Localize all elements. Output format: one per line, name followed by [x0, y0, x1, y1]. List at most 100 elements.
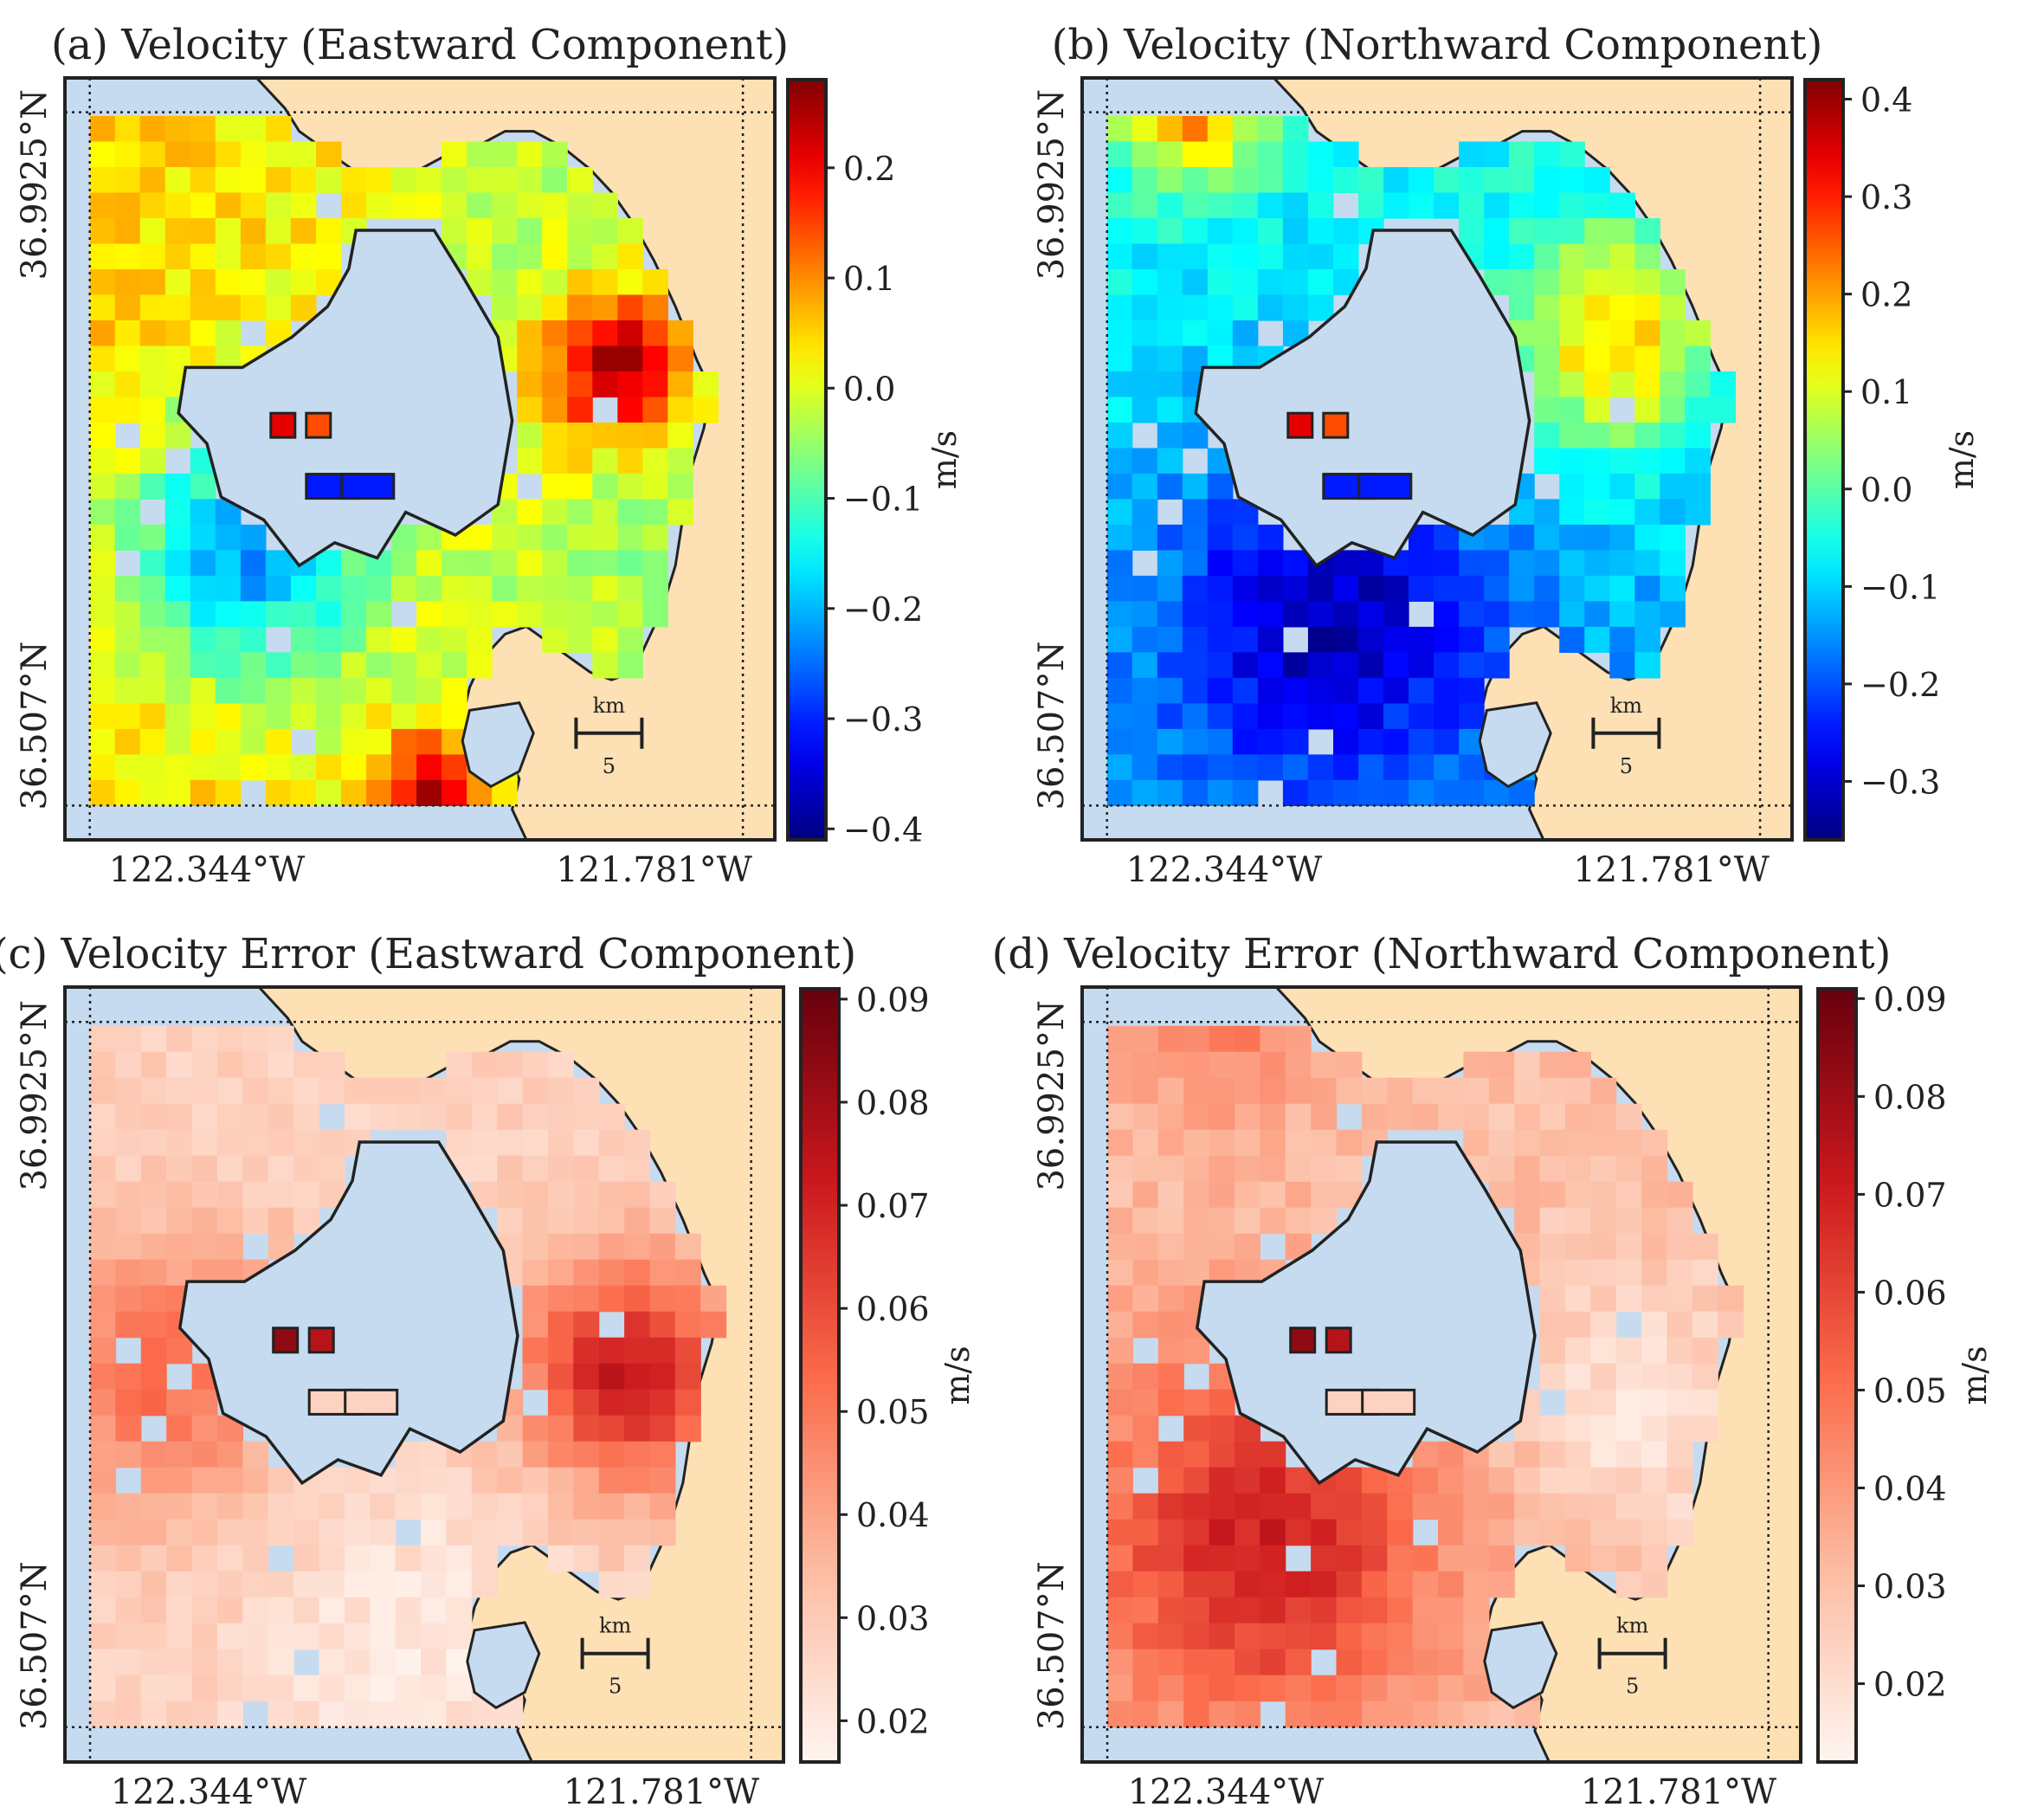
heatmap-cell: [649, 1363, 676, 1391]
heatmap-cell: [617, 652, 643, 679]
heatmap-cell: [1361, 1493, 1388, 1520]
heatmap-cell: [166, 1025, 193, 1053]
heatmap-cell: [217, 1571, 243, 1598]
heatmap-cell: [1361, 1467, 1388, 1494]
colorbar-tick-label: 0.08: [1873, 1078, 1947, 1116]
heatmap-cell: [1383, 626, 1409, 653]
heatmap-cell: [366, 677, 392, 704]
heatmap-cell: [341, 192, 367, 219]
heatmap-cell: [467, 550, 493, 577]
heatmap-cell: [140, 1181, 167, 1209]
heatmap-cell: [1685, 371, 1711, 398]
heatmap-cell: [1209, 1181, 1235, 1209]
heatmap-cell: [1584, 345, 1610, 372]
heatmap-cell: [624, 1285, 651, 1313]
heatmap-cell: [293, 1155, 320, 1183]
colorbar-tick-label: 0.2: [843, 150, 895, 188]
heatmap-cell: [624, 1337, 651, 1365]
heatmap-cell: [1590, 1155, 1617, 1183]
heatmap-cell: [1157, 1571, 1184, 1598]
heatmap-cell: [164, 167, 191, 194]
heatmap-cell: [1692, 1285, 1718, 1313]
heatmap-cell: [1285, 1103, 1312, 1131]
heatmap-cell: [1183, 1077, 1210, 1105]
heatmap-cell: [1615, 1181, 1642, 1209]
heatmap-cell: [642, 269, 668, 296]
heatmap-cell: [1660, 448, 1686, 474]
heatmap-cell: [1514, 1207, 1541, 1235]
heatmap-cell: [542, 524, 568, 551]
heatmap-cell: [1336, 1129, 1363, 1157]
heatmap-cells: [89, 116, 719, 806]
heatmap-cell: [1311, 1051, 1338, 1079]
heatmap-cell: [90, 1701, 117, 1728]
heatmap-cell: [217, 1233, 243, 1261]
heatmap-cell: [140, 1233, 167, 1261]
heatmap-cell: [344, 1675, 371, 1702]
heatmap-cell: [446, 1051, 473, 1079]
heatmap-cell: [1609, 524, 1635, 551]
heatmap-cell: [1106, 754, 1133, 781]
heatmap-cell: [1438, 1675, 1464, 1702]
heatmap-cell: [1509, 269, 1535, 296]
heatmap-cell: [1307, 167, 1334, 194]
heatmap-cell: [1183, 1155, 1210, 1183]
heatmap-cell: [1183, 1545, 1210, 1572]
heatmap-cell: [1131, 141, 1158, 168]
heatmap-cell: [567, 448, 593, 474]
heatmap-cell: [1609, 626, 1635, 653]
heatmap-cell: [1584, 243, 1610, 270]
heatmap-cell: [598, 1207, 625, 1235]
heatmap-cell: [1307, 754, 1334, 781]
heatmap-cell: [592, 550, 618, 577]
colorbar-tick-label: 0.04: [1873, 1469, 1947, 1507]
heatmap-cell: [1260, 1103, 1286, 1131]
heatmap-cell: [319, 1675, 345, 1702]
heatmap-cell: [522, 1285, 549, 1313]
heatmap-cell: [293, 1701, 320, 1728]
heatmap-cell: [1132, 1493, 1159, 1520]
colorbar-tick-label: 0.09: [856, 981, 930, 1019]
heatmap-cell: [164, 601, 191, 628]
scalebar-unit: km: [599, 1614, 632, 1638]
heatmap-cell: [1209, 1415, 1235, 1442]
heatmap-cell: [1438, 1597, 1464, 1624]
heatmap-cell: [217, 1155, 243, 1183]
heatmap-cell: [1235, 1441, 1260, 1468]
heatmap-cell: [1559, 601, 1585, 628]
heatmap-cell: [1634, 448, 1660, 474]
heatmap-cell: [89, 550, 116, 577]
heatmap-cell: [1131, 345, 1158, 372]
heatmap-cell: [1641, 1259, 1668, 1287]
heatmap-cell: [1609, 448, 1635, 474]
heatmap-cell: [1692, 1259, 1718, 1287]
heatmap-cell: [1209, 1441, 1235, 1468]
heatmap-cell: [1183, 1701, 1210, 1728]
heatmap-cell: [1484, 218, 1510, 245]
heatmap-cell: [1232, 218, 1259, 245]
heatmap-cell: [547, 1129, 574, 1157]
heatmap-cell: [1157, 1623, 1184, 1650]
heatmap-cell: [598, 1571, 625, 1598]
heatmap-cell: [395, 1623, 422, 1650]
heatmap-cell: [1311, 1207, 1338, 1235]
heatmap-cell: [573, 1545, 600, 1572]
heatmap-cell: [1131, 448, 1158, 474]
heatmap-cell: [1107, 1623, 1133, 1650]
colorbar-tick-label: −0.2: [1860, 666, 1940, 704]
heatmap-cell: [114, 269, 141, 296]
heatmap-cell: [1107, 1597, 1133, 1624]
heatmap-cell: [1514, 1493, 1541, 1520]
heatmap-cell: [370, 1649, 397, 1676]
heatmap-cell: [547, 1285, 574, 1313]
heatmap-cell: [1559, 345, 1585, 372]
heatmap-cell: [1590, 1285, 1617, 1313]
heatmap-cell: [1488, 1571, 1515, 1598]
heatmap-cell: [497, 1181, 524, 1209]
heatmap-cell: [1131, 218, 1158, 245]
heatmap-cell: [1438, 1103, 1464, 1131]
colorbar-tick-label: −0.2: [843, 591, 923, 629]
heatmap-cell: [573, 1207, 600, 1235]
heatmap-cell: [1412, 1571, 1439, 1598]
heatmap-cell: [416, 779, 442, 806]
